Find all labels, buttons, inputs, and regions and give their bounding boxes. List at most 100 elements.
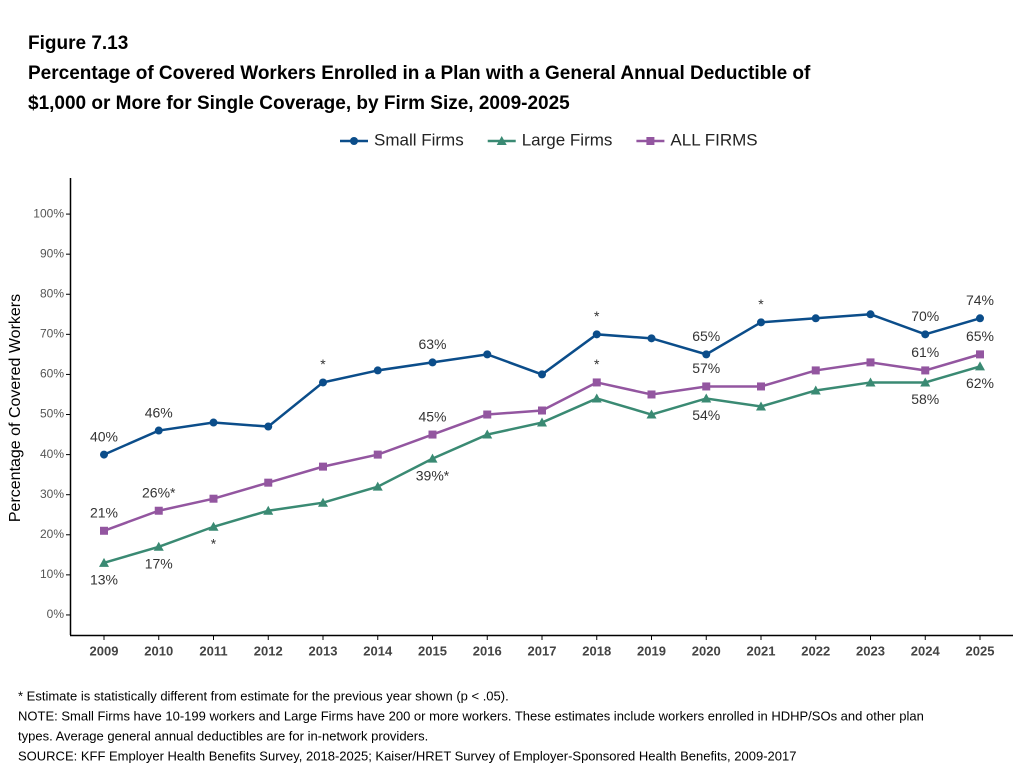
y-tick-label: 20% <box>40 527 64 541</box>
point <box>209 418 218 427</box>
point <box>483 350 492 359</box>
point <box>976 314 984 323</box>
note: NOTE: Small Firms have 10-199 workers an… <box>18 708 924 723</box>
point <box>318 497 328 507</box>
y-tick-label: 40% <box>40 447 64 461</box>
x-tick-label: 2022 <box>801 643 830 658</box>
note: * Estimate is statistically different fr… <box>18 688 509 703</box>
point <box>263 505 274 515</box>
x-tick-label: 2013 <box>309 643 338 658</box>
point <box>647 334 656 343</box>
point <box>319 378 327 387</box>
data-label: * <box>594 356 600 372</box>
point <box>647 390 656 399</box>
x-tick-label: 2015 <box>418 643 447 658</box>
point <box>428 430 437 439</box>
x-tick-label: 2020 <box>692 643 721 658</box>
data-label: * <box>211 535 217 551</box>
x-tick-label: 2017 <box>528 643 557 658</box>
point <box>757 318 765 327</box>
data-label: * <box>758 296 764 312</box>
data-label: 70% <box>911 308 939 324</box>
note: SOURCE: KFF Employer Health Benefits Sur… <box>18 748 796 763</box>
point <box>209 494 218 503</box>
point <box>350 137 358 145</box>
chart-title: $1,000 or More for Single Coverage, by F… <box>28 93 570 114</box>
data-label: 65% <box>966 328 994 344</box>
data-label: 39%* <box>416 467 450 483</box>
point <box>483 410 492 419</box>
legend-label: ALL FIRMS <box>670 130 757 149</box>
point <box>702 382 711 391</box>
y-tick-label: 70% <box>40 327 64 341</box>
point <box>921 330 930 339</box>
series-line <box>103 353 981 532</box>
point <box>866 310 875 319</box>
point <box>811 314 820 323</box>
data-label: 74% <box>966 292 994 308</box>
data-label: 17% <box>145 556 173 572</box>
point <box>701 393 712 403</box>
series-line <box>103 365 981 565</box>
point <box>154 426 163 435</box>
y-tick-label: 0% <box>47 607 65 621</box>
x-tick-label: 2009 <box>90 643 119 658</box>
y-tick-label: 60% <box>40 367 64 381</box>
data-label: 40% <box>90 428 118 444</box>
y-tick-label: 90% <box>40 246 64 260</box>
point <box>702 350 711 359</box>
point <box>373 366 382 375</box>
data-label: 21% <box>90 504 118 520</box>
point <box>99 557 109 567</box>
point <box>811 366 820 375</box>
data-label: * <box>594 308 600 324</box>
point <box>538 406 546 415</box>
point <box>757 382 765 391</box>
x-tick-label: 2021 <box>747 643 776 658</box>
point <box>428 358 437 367</box>
x-tick-label: 2024 <box>911 643 941 658</box>
point <box>482 429 493 439</box>
point <box>866 358 875 367</box>
data-label: 61% <box>911 344 939 360</box>
x-tick-label: 2012 <box>254 643 283 658</box>
point <box>264 422 273 431</box>
x-tick-label: 2025 <box>966 643 995 658</box>
y-tick-label: 10% <box>40 567 64 581</box>
legend-label: Small Firms <box>374 130 464 149</box>
x-tick-label: 2011 <box>199 643 227 658</box>
y-axis-title: Percentage of Covered Workers <box>7 294 24 522</box>
point <box>756 401 766 411</box>
data-label: 54% <box>692 407 720 423</box>
point <box>976 350 984 359</box>
point <box>372 481 383 491</box>
legend-label: Large Firms <box>522 130 613 149</box>
point <box>496 136 507 145</box>
data-label: 57% <box>692 360 720 376</box>
point <box>591 393 602 403</box>
point <box>865 377 876 387</box>
point <box>592 378 601 387</box>
x-tick-label: 2010 <box>144 643 173 658</box>
point <box>646 137 655 145</box>
figure-label: Figure 7.13 <box>28 33 128 54</box>
data-label: 26%* <box>142 484 176 500</box>
point <box>100 450 108 459</box>
data-label: 13% <box>90 572 118 588</box>
point <box>319 462 327 471</box>
data-label: 65% <box>692 328 720 344</box>
point <box>921 366 930 375</box>
point <box>975 361 985 371</box>
y-tick-label: 80% <box>40 286 64 300</box>
chart-title: Percentage of Covered Workers Enrolled i… <box>28 63 811 84</box>
data-label: 58% <box>911 391 939 407</box>
x-tick-label: 2016 <box>473 643 502 658</box>
y-tick-label: 100% <box>33 206 64 220</box>
point <box>100 526 108 535</box>
point <box>920 377 931 387</box>
x-tick-label: 2018 <box>582 643 611 658</box>
data-label: * <box>320 356 326 372</box>
point <box>154 506 163 515</box>
